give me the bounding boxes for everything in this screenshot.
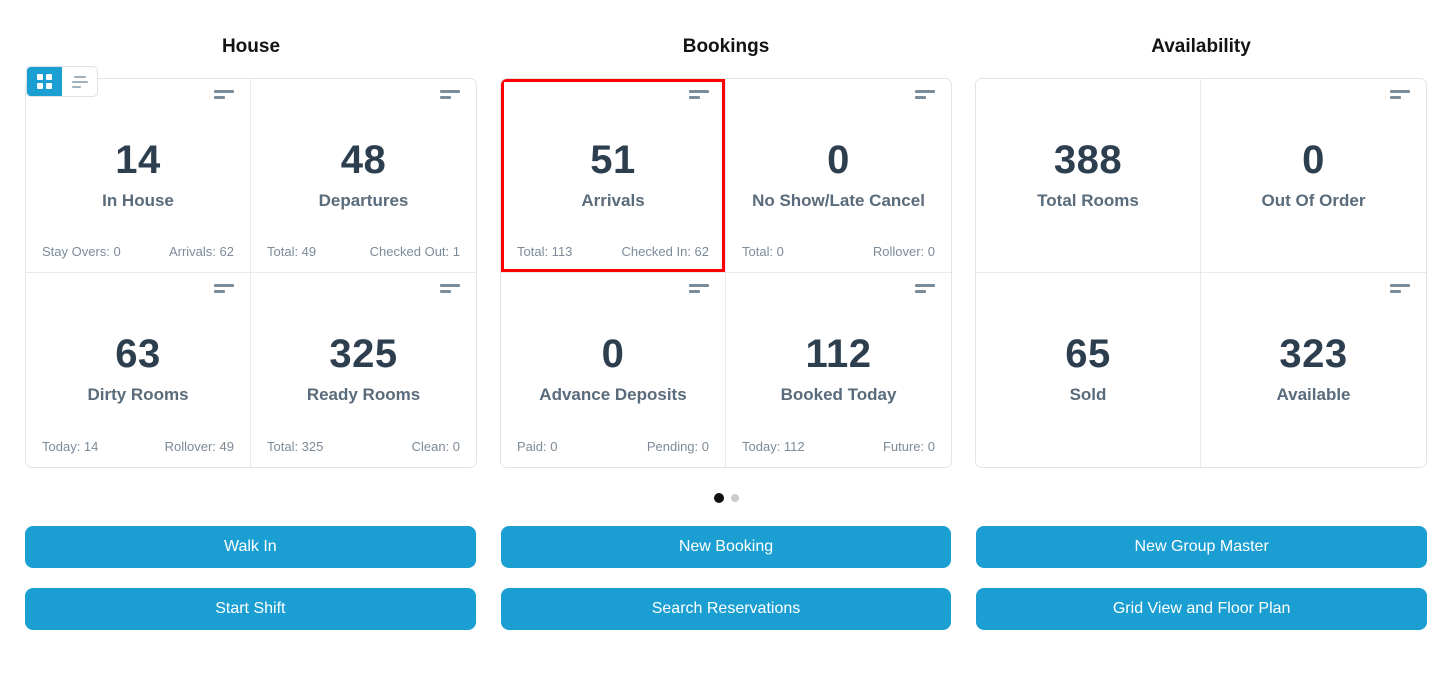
stat-value: 0 <box>601 332 625 376</box>
stat-footer-left: Today: 112 <box>742 439 805 454</box>
stat-label: Booked Today <box>780 385 897 404</box>
stat-footer-left: Total: 325 <box>267 439 324 454</box>
stat-footer-right: Checked In: 62 <box>621 244 709 259</box>
card-menu-icon[interactable] <box>915 284 935 293</box>
list-view-icon <box>71 75 88 88</box>
stat-footer-left: Today: 14 <box>42 439 99 454</box>
stat-card-departures[interactable]: 48 Departures Total: 49 Checked Out: 1 <box>251 79 476 273</box>
stat-value: 0 <box>1302 138 1325 182</box>
card-menu-icon[interactable] <box>214 284 234 293</box>
stat-label: Sold <box>1069 385 1107 404</box>
stat-footer-left: Stay Overs: 0 <box>42 244 121 259</box>
stat-label: Dirty Rooms <box>87 385 189 404</box>
stat-card-sold[interactable]: 65 Sold <box>976 273 1201 467</box>
stat-value: 51 <box>590 138 636 182</box>
stat-value: 325 <box>329 332 398 376</box>
stat-card-available[interactable]: 323 Available <box>1201 273 1426 467</box>
stat-card-dirty-rooms[interactable]: 63 Dirty Rooms Today: 14 Rollover: 49 <box>26 273 251 467</box>
action-button-start-shift[interactable]: Start Shift <box>25 588 476 630</box>
stat-footer-right: Future: 0 <box>882 439 935 454</box>
stat-label: Departures <box>318 191 409 210</box>
stat-label: In House <box>102 191 174 210</box>
grid-view-button[interactable] <box>27 67 62 96</box>
stat-footer: Total: 325 Clean: 0 <box>267 439 460 454</box>
stat-footer-right: Rollover: 0 <box>872 244 935 259</box>
stat-label: No Show/Late Cancel <box>752 191 925 210</box>
stat-value: 48 <box>340 138 387 182</box>
stat-footer-left: Paid: 0 <box>517 439 558 454</box>
stat-footer-right: Rollover: 49 <box>164 439 234 454</box>
section-title-availability: Availability <box>1151 36 1251 57</box>
stat-label: Out Of Order <box>1261 191 1366 210</box>
action-button-new-booking[interactable]: New Booking <box>500 526 952 568</box>
stat-value: 388 <box>1053 138 1123 182</box>
card-menu-icon[interactable] <box>915 90 935 99</box>
stat-label: Arrivals <box>581 191 645 210</box>
action-buttons: Walk In New Booking New Group Master Start … <box>25 526 1427 630</box>
stat-value: 14 <box>115 138 161 182</box>
stat-footer-left: Total: 49 <box>267 244 317 259</box>
stat-label: Advance Deposits <box>539 385 687 404</box>
stat-value: 63 <box>115 332 161 376</box>
list-view-button[interactable] <box>62 67 97 96</box>
stat-label: Ready Rooms <box>306 385 421 404</box>
stat-card-in-house[interactable]: 14 In House Stay Overs: 0 Arrivals: 62 <box>26 79 251 273</box>
stat-footer: Today: 14 Rollover: 49 <box>42 439 234 454</box>
section-headers: House Bookings Availability <box>25 33 1427 61</box>
stat-value: 112 <box>805 332 872 376</box>
stat-card-booked-today[interactable]: 112 Booked Today Today: 112 Future: 0 <box>726 273 951 467</box>
carousel-dot-2[interactable] <box>730 494 739 502</box>
stat-label: Total Rooms <box>1037 191 1139 210</box>
stat-card-total-rooms[interactable]: 388 Total Rooms <box>976 79 1201 273</box>
grid-view-icon <box>37 74 52 89</box>
view-toggle <box>26 66 98 97</box>
card-menu-icon[interactable] <box>1390 284 1410 293</box>
section-panel-availability: 388 Total Rooms 0 Out Of Order 65 Sold 323 Avai… <box>975 78 1427 468</box>
action-button-search-reservations[interactable]: Search Reservations <box>500 588 952 630</box>
stat-footer: Total: 49 Checked Out: 1 <box>267 244 460 259</box>
carousel-dot-1[interactable] <box>713 493 724 503</box>
stat-card-no-show-late-cancel[interactable]: 0 No Show/Late Cancel Total: 0 Rollover: 0 <box>726 79 951 273</box>
stat-value: 323 <box>1279 332 1348 376</box>
stat-footer: Today: 112 Future: 0 <box>742 439 935 454</box>
carousel-pagination <box>0 493 1452 503</box>
stat-footer-right: Pending: 0 <box>646 439 709 454</box>
section-title-bookings: Bookings <box>682 36 770 57</box>
stat-card-ready-rooms[interactable]: 325 Ready Rooms Total: 325 Clean: 0 <box>251 273 476 467</box>
card-menu-icon[interactable] <box>689 90 709 99</box>
card-menu-icon[interactable] <box>689 284 709 293</box>
card-menu-icon[interactable] <box>214 90 234 99</box>
card-menu-icon[interactable] <box>1390 90 1410 99</box>
stat-footer-right: Arrivals: 62 <box>168 244 234 259</box>
stat-footer-right: Checked Out: 1 <box>369 244 460 259</box>
section-panel-bookings: 51 Arrivals Total: 113 Checked In: 62 0 No Sh… <box>500 78 952 468</box>
stat-card-out-of-order[interactable]: 0 Out Of Order <box>1201 79 1426 273</box>
section-title-house: House <box>221 36 281 57</box>
stat-footer: Total: 113 Checked In: 62 <box>517 244 709 259</box>
section-panel-house: 14 In House Stay Overs: 0 Arrivals: 62 48 Dep… <box>25 78 477 468</box>
stat-footer-right: Clean: 0 <box>411 439 460 454</box>
action-button-new-group-master[interactable]: New Group Master <box>976 526 1427 568</box>
stat-footer-left: Total: 0 <box>742 244 784 259</box>
action-button-walk-in[interactable]: Walk In <box>25 526 476 568</box>
stat-footer: Total: 0 Rollover: 0 <box>742 244 935 259</box>
stat-footer-left: Total: 113 <box>517 244 573 259</box>
stat-value: 65 <box>1065 332 1111 376</box>
stat-footer: Paid: 0 Pending: 0 <box>517 439 709 454</box>
stat-label: Available <box>1276 385 1351 404</box>
stat-value: 0 <box>827 138 850 182</box>
card-menu-icon[interactable] <box>440 90 460 99</box>
stat-card-arrivals[interactable]: 51 Arrivals Total: 113 Checked In: 62 <box>501 79 726 273</box>
stat-footer: Stay Overs: 0 Arrivals: 62 <box>42 244 234 259</box>
stat-panels: 14 In House Stay Overs: 0 Arrivals: 62 48 Dep… <box>25 78 1427 468</box>
action-button-grid-view-and-floor-plan[interactable]: Grid View and Floor Plan <box>976 588 1427 630</box>
stat-card-advance-deposits[interactable]: 0 Advance Deposits Paid: 0 Pending: 0 <box>501 273 726 467</box>
card-menu-icon[interactable] <box>440 284 460 293</box>
